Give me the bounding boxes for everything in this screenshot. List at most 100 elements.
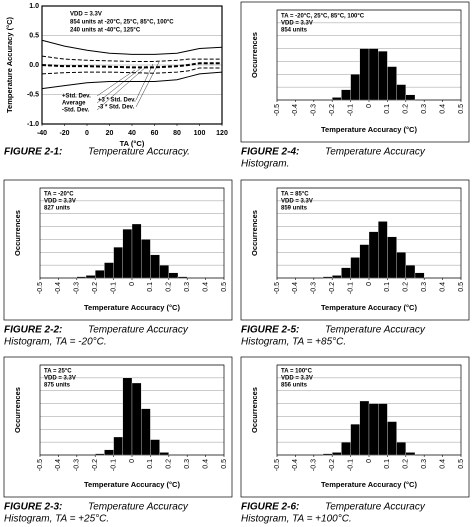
annotation: VDD = 3.3V bbox=[281, 21, 313, 27]
x-tick-label: 0.5 bbox=[458, 282, 465, 292]
x-tick-label: 0.2 bbox=[403, 459, 410, 469]
annotation: TA = 25°C bbox=[44, 369, 72, 375]
annotation: 854 units bbox=[281, 28, 308, 34]
x-tick-label: 0.3 bbox=[184, 459, 191, 469]
annotation: 856 units bbox=[281, 383, 308, 389]
x-tick-label: 0.1 bbox=[384, 459, 391, 469]
caption-line: Histogram, TA = +85°C. bbox=[241, 337, 346, 348]
x-tick-label: -0.1 bbox=[347, 459, 354, 471]
chart-frame bbox=[240, 1, 470, 143]
line-series bbox=[41, 67, 222, 75]
y-axis-title: Occurrences bbox=[250, 210, 259, 256]
figure-label: FIGURE 2-3: bbox=[4, 502, 62, 513]
histogram-bar bbox=[150, 254, 160, 279]
series-label: +3 * Std. Dev. bbox=[98, 98, 136, 104]
annotation: VDD = 3.3V bbox=[70, 12, 102, 18]
x-tick-label: -0.2 bbox=[92, 282, 99, 294]
x-tick-label: 0.4 bbox=[439, 282, 446, 292]
x-tick-label: -0.1 bbox=[110, 459, 117, 471]
y-tick-label: 0.5 bbox=[29, 32, 39, 39]
histogram-bar bbox=[322, 276, 333, 279]
annotation: TA = -20°C, 25°C, 85°C, 100°C bbox=[281, 14, 365, 20]
x-tick-label: 0.5 bbox=[458, 104, 465, 114]
x-tick-label: 0.5 bbox=[221, 459, 228, 469]
label-leader bbox=[96, 65, 148, 111]
y-axis-title: Occurrences bbox=[13, 387, 22, 433]
histogram-bar bbox=[122, 377, 133, 456]
line-series bbox=[41, 62, 222, 69]
caption-line: Temperature Accuracy bbox=[88, 502, 189, 513]
histogram-bar bbox=[332, 452, 342, 456]
histogram-bar bbox=[368, 231, 379, 279]
x-tick-label: 0.3 bbox=[184, 282, 191, 292]
histogram-bar bbox=[368, 403, 379, 456]
histogram-bar bbox=[378, 403, 388, 456]
x-tick-label: -0.1 bbox=[347, 282, 354, 294]
histogram-bar bbox=[141, 408, 151, 456]
figure: -0.5 -0.4 -0.3 -0.2 -0.1 0 0.1 0.2 0.3 0.4 0.5 Temp… bbox=[240, 1, 470, 170]
x-tick-label: -0.5 bbox=[274, 459, 281, 471]
x-tick-label: 0.1 bbox=[147, 459, 154, 469]
x-tick-label: -0.2 bbox=[92, 459, 99, 471]
x-tick-label: 0.4 bbox=[439, 459, 446, 469]
annotation: TA = 85°C bbox=[281, 192, 309, 198]
annotation: 240 units at -40°C, 125°C bbox=[70, 28, 141, 34]
histogram-bar bbox=[414, 272, 425, 279]
x-tick-label: 0 bbox=[366, 104, 373, 108]
x-tick-label: 0.2 bbox=[166, 459, 173, 469]
histogram-bar bbox=[104, 449, 114, 456]
x-tick-label: 0.3 bbox=[421, 282, 428, 292]
y-axis-title: Occurrences bbox=[13, 210, 22, 256]
histogram-bar bbox=[350, 74, 360, 101]
x-tick-label: -0.1 bbox=[110, 282, 117, 294]
caption-line: Temperature Accuracy bbox=[325, 502, 426, 513]
x-tick-label: -0.2 bbox=[329, 459, 336, 471]
histogram-bar bbox=[387, 66, 397, 101]
x-tick-label: 0.4 bbox=[202, 459, 209, 469]
series-label: +Std. Dev. bbox=[62, 94, 91, 100]
histogram-bar bbox=[177, 276, 188, 279]
histogram-bar bbox=[378, 221, 388, 279]
figure: -0.5 -0.4 -0.3 -0.2 -0.1 0 0.1 0.2 0.3 0.4 0.5 Temp… bbox=[3, 179, 233, 348]
histogram-bar bbox=[387, 421, 397, 456]
series-label: -Std. Dev. bbox=[62, 108, 90, 114]
histogram-bar bbox=[141, 239, 151, 279]
annotation: TA = -20°C bbox=[44, 192, 74, 198]
x-axis-title: TA (°C) bbox=[120, 139, 145, 148]
histogram-bar bbox=[150, 439, 160, 456]
x-tick-label: 0 bbox=[129, 282, 136, 286]
series-label: -3 * Std. Dev. bbox=[98, 105, 135, 111]
x-tick-label: 100 bbox=[194, 130, 206, 137]
x-tick-label: -40 bbox=[37, 130, 47, 137]
x-tick-label: -0.4 bbox=[55, 282, 62, 294]
chart-frame bbox=[3, 356, 233, 498]
x-tick-label: -0.3 bbox=[311, 104, 318, 116]
y-tick-label: 0.0 bbox=[29, 62, 39, 69]
x-tick-label: -0.4 bbox=[292, 282, 299, 294]
x-tick-label: 0 bbox=[85, 130, 89, 137]
annotation: VDD = 3.3V bbox=[44, 199, 76, 205]
caption-line: Temperature Accuracy bbox=[325, 325, 426, 336]
histogram-bar bbox=[396, 252, 406, 279]
x-tick-label: 0.2 bbox=[403, 104, 410, 114]
x-axis-title: Temperature Accuracy (°C) bbox=[321, 125, 417, 134]
x-tick-label: 0 bbox=[129, 459, 136, 463]
histogram-bar bbox=[396, 441, 406, 456]
histogram-bar bbox=[359, 400, 370, 456]
x-tick-label: 0.1 bbox=[147, 282, 154, 292]
x-tick-label: -0.5 bbox=[274, 282, 281, 294]
histogram-bar bbox=[85, 275, 96, 279]
label-leader bbox=[135, 63, 154, 101]
histogram-bar bbox=[332, 97, 342, 101]
histogram-bar bbox=[368, 48, 379, 101]
y-axis-title: Temperature Accuracy (°C) bbox=[5, 17, 14, 113]
line-series bbox=[41, 71, 223, 90]
x-tick-label: -0.2 bbox=[329, 282, 336, 294]
histogram-bar bbox=[76, 276, 87, 279]
histogram-bar bbox=[104, 262, 114, 279]
histogram-bar bbox=[95, 270, 105, 279]
x-tick-label: 0 bbox=[366, 459, 373, 463]
histogram-bar bbox=[405, 452, 416, 456]
x-tick-label: -0.3 bbox=[311, 282, 318, 294]
label-leader bbox=[96, 67, 142, 104]
